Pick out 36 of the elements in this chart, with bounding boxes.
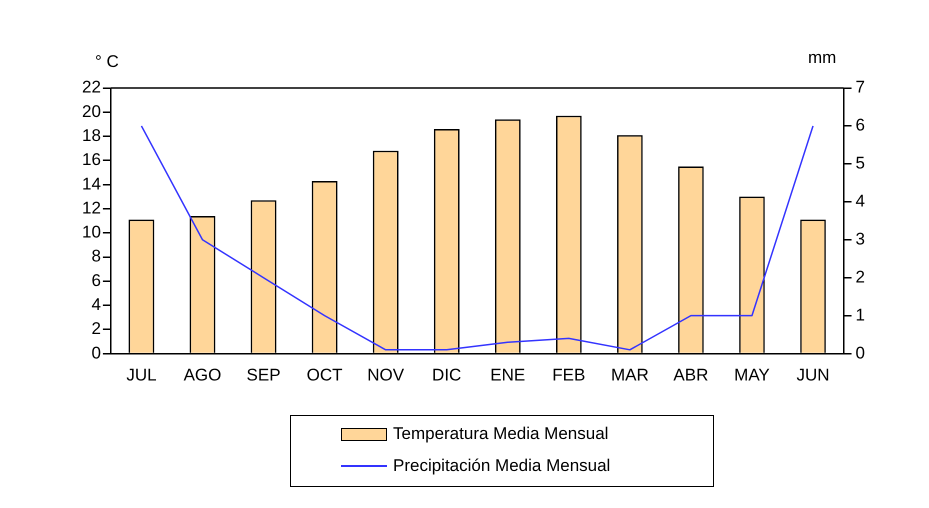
x-tick-label: SEP [246,365,281,384]
y-tick-label: 0 [91,343,101,362]
legend-label: Temperatura Media Mensual [393,424,608,444]
y2-axis-title: mm [808,48,836,68]
x-tick-label: ENE [490,365,526,384]
y2-tick-label: 2 [856,267,866,286]
x-tick-label: FEB [552,365,586,384]
y2-tick-label: 5 [856,154,866,173]
y-tick-label: 14 [82,174,101,194]
x-tick-label: MAY [734,365,770,384]
x-tick-label: JUL [126,365,157,384]
x-tick-label: OCT [306,365,343,384]
y-tick-label: 4 [91,294,101,314]
x-tick-label: ABR [673,365,708,384]
y-axis-title: ° C [95,52,119,72]
x-tick-label: DIC [432,365,462,384]
y2-tick-label: 7 [856,78,866,97]
y-tick-label: 6 [91,270,101,290]
y2-tick-label: 0 [856,343,866,362]
y-tick-label: 22 [82,78,101,97]
legend-label: Precipitación Media Mensual [393,456,610,476]
x-tick-label: JUN [796,365,830,384]
y-tick-label: 8 [91,246,101,266]
y2-tick-label: 6 [856,116,866,135]
x-tick-label: NOV [367,365,405,384]
y-tick-label: 20 [82,102,101,121]
y2-tick-label: 1 [856,305,866,324]
y2-tick-label: 4 [856,192,866,211]
y-tick-label: 16 [82,150,101,170]
y-tick-label: 18 [82,126,101,145]
x-tick-label: AGO [184,365,222,384]
y-tick-label: 12 [82,198,101,218]
y2-tick-label: 3 [856,229,866,248]
y-tick-label: 2 [91,319,101,338]
y-tick-label: 10 [82,222,101,242]
x-tick-label: MAR [610,365,649,384]
